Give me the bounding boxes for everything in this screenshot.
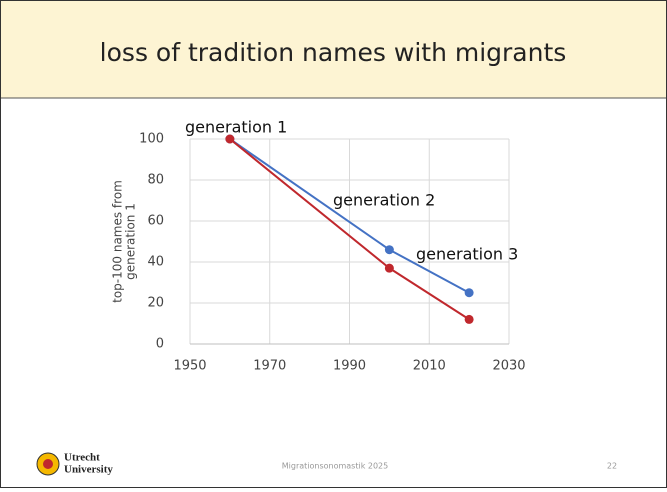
logo-text: Utrecht: [64, 452, 100, 464]
x-tick-label: 2030: [492, 359, 525, 374]
y-tick-label: 60: [147, 214, 164, 229]
y-tick-label: 100: [139, 132, 164, 147]
data-point: [464, 314, 474, 324]
data-point: [384, 245, 394, 255]
y-axis-label: top-100 names from: [111, 180, 125, 303]
footer: Migrationsonomastik 2025: [282, 462, 389, 471]
data-point: [384, 263, 394, 273]
logo-core: [43, 459, 53, 469]
annotation: generation 1: [185, 118, 287, 137]
x-tick-label: 1950: [173, 359, 206, 374]
annotation: generation 3: [416, 245, 518, 264]
y-tick-label: 80: [147, 173, 164, 188]
annotation: generation 2: [333, 191, 435, 210]
logo: Utrecht University: [36, 452, 113, 476]
y-axis-label: generation 1: [124, 203, 138, 280]
y-tick-label: 40: [147, 255, 164, 270]
y-tick-label: 20: [147, 296, 164, 311]
x-tick-label: 2010: [413, 359, 446, 374]
y-tick-label: 0: [156, 337, 164, 352]
slide-title: loss of tradition names with migrants: [100, 38, 567, 67]
data-point: [464, 288, 474, 298]
logo-text: University: [64, 464, 113, 476]
x-tick-label: 1990: [333, 359, 366, 374]
title-band: [1, 1, 666, 98]
data-point: [225, 134, 235, 144]
page-number: 22: [607, 462, 617, 471]
x-tick-label: 1970: [253, 359, 286, 374]
